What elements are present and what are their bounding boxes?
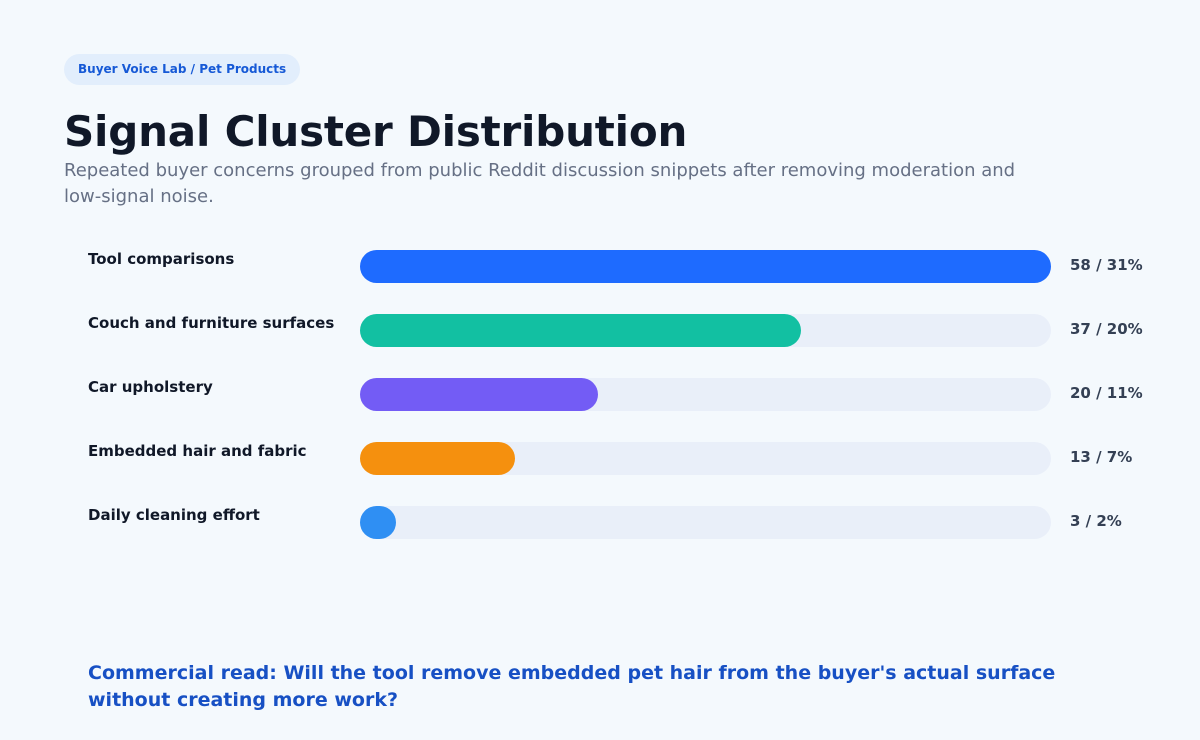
bar-track [360, 378, 1051, 411]
category-label: Daily cleaning effort [88, 506, 260, 524]
value-label: 37 / 20% [1070, 320, 1143, 338]
bar-track [360, 250, 1051, 283]
bar-track [360, 314, 1051, 347]
bar [360, 250, 1051, 283]
value-label: 20 / 11% [1070, 384, 1143, 402]
bar [360, 442, 515, 475]
commercial-read-note: Commercial read: Will the tool remove em… [88, 662, 1056, 711]
category-label: Couch and furniture surfaces [88, 314, 335, 332]
bar-track [360, 442, 1051, 475]
category-label: Tool comparisons [88, 250, 235, 268]
page-subtitle: Repeated buyer concerns grouped from pub… [64, 160, 1016, 207]
bar [360, 506, 396, 539]
page-title: Signal Cluster Distribution [64, 107, 688, 156]
bar [360, 314, 801, 347]
bar [360, 378, 598, 411]
value-label: 13 / 7% [1070, 448, 1133, 466]
category-label: Car upholstery [88, 378, 213, 396]
category-label: Embedded hair and fabric [88, 442, 307, 460]
value-label: 3 / 2% [1070, 512, 1122, 530]
breadcrumb-badge: Buyer Voice Lab / Pet Products [64, 54, 301, 85]
value-label: 58 / 31% [1070, 256, 1143, 274]
bar-track [360, 506, 1051, 539]
